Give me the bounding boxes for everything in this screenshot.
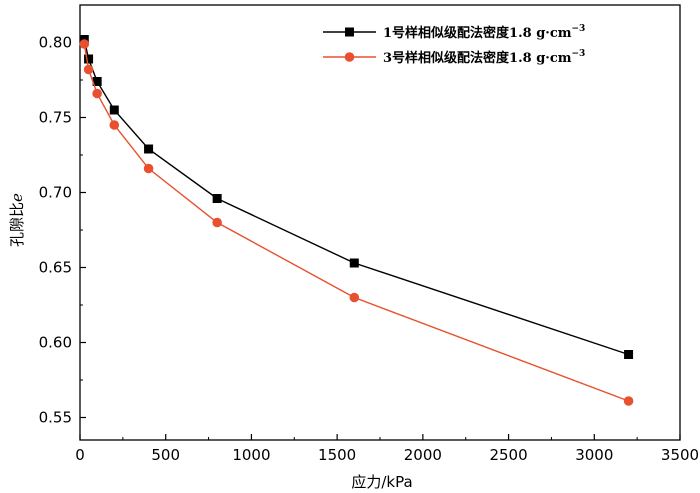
legend-unit: g·cm [536,26,572,41]
series-1-point [212,194,222,203]
x-tick-label-3000: 3000 [575,446,613,464]
x-tick-label-500: 500 [151,446,180,464]
series-2 [79,39,634,406]
x-tick-label-0: 0 [75,446,85,464]
x-axis-title: 应力/kPa [351,473,412,491]
series-2-point [143,163,154,174]
legend-label-1: 1号样相似级配法密度1.8 g·cm−3 [383,24,585,41]
y-tick-label-0.70: 0.70 [39,184,72,202]
series-2-point [109,120,120,130]
plot-area-border [79,4,681,441]
series-2-line [83,43,629,402]
y-tick-label-0.80: 0.80 [39,34,72,52]
series-2-point [83,64,94,75]
series-1-point [92,77,102,86]
legend-entry-2: 3号样相似级配法密度1.8 g·cm−3 [323,49,585,66]
series-1-point [349,258,359,268]
series-2-point [349,292,360,303]
x-tick-label-1500: 1500 [318,446,356,464]
y-axis-title-symbol: e [8,193,26,202]
y-tick-label-0.55: 0.55 [39,409,72,427]
series-2-point [92,88,102,99]
x-tick-label-3500: 3500 [661,446,699,464]
series-1-point [109,105,119,115]
y-tick-label-0.60: 0.60 [39,334,72,352]
y-tick-label-0.65: 0.65 [39,259,72,277]
series-2-point [623,396,634,406]
legend-entry-1: 1号样相似级配法密度1.8 g·cm−3 [323,24,585,41]
legend-unit-exponent: −3 [572,24,586,34]
x-tick-label-2500: 2500 [489,446,527,464]
y-axis-title-text: 孔隙比 [8,202,26,247]
series-2-point [212,217,222,228]
x-tick-label-2000: 2000 [404,446,442,464]
x-tick-label-1000: 1000 [232,446,270,464]
legend-label-2: 3号样相似级配法密度1.8 g·cm−3 [383,49,585,66]
legend-name: 3号样相似级配法密度1.8 [383,50,536,66]
legend-unit: g·cm [536,51,572,66]
y-tick-label-0.75: 0.75 [39,109,72,127]
legend-name: 1号样相似级配法密度1.8 [383,25,536,41]
x-axis: 0 500 1000 1500 2000 2500 3000 3500 [75,434,699,464]
series-1-point [84,54,94,64]
y-axis-title: 孔隙比e [8,193,26,247]
series-1-point [624,350,634,359]
plot-frame [79,4,681,441]
legend-unit-exponent: −3 [572,49,586,59]
series-2-point [79,39,90,49]
legend-marker-2 [344,52,355,62]
series-1-point [144,144,154,154]
series-1-line [83,39,629,356]
y-axis: 0.55 0.60 0.65 0.70 0.75 0.80 [39,4,86,427]
legend-marker-1 [345,27,354,37]
series-1 [79,35,634,359]
series-layer [79,35,634,406]
